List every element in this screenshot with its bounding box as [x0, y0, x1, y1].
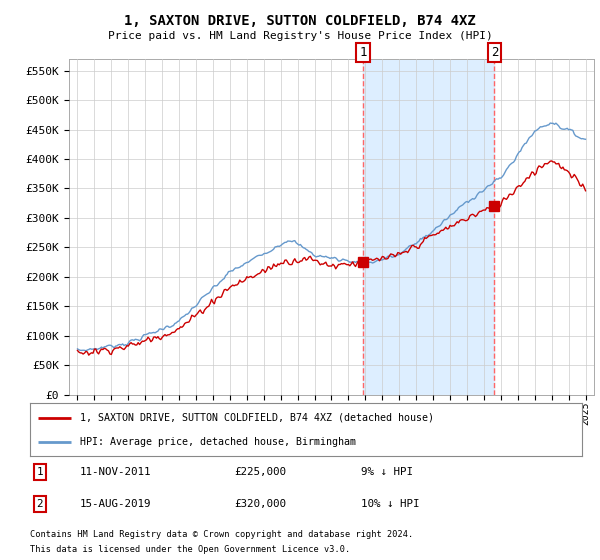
- Text: 1, SAXTON DRIVE, SUTTON COLDFIELD, B74 4XZ (detached house): 1, SAXTON DRIVE, SUTTON COLDFIELD, B74 4…: [80, 413, 434, 423]
- Text: £320,000: £320,000: [234, 500, 286, 509]
- Text: 1: 1: [37, 467, 43, 477]
- Text: Contains HM Land Registry data © Crown copyright and database right 2024.: Contains HM Land Registry data © Crown c…: [30, 530, 413, 539]
- Text: This data is licensed under the Open Government Licence v3.0.: This data is licensed under the Open Gov…: [30, 545, 350, 554]
- Bar: [363, 59, 494, 395]
- Text: 9% ↓ HPI: 9% ↓ HPI: [361, 467, 413, 477]
- Text: 10% ↓ HPI: 10% ↓ HPI: [361, 500, 420, 509]
- Text: 2: 2: [491, 46, 498, 59]
- Text: 2: 2: [37, 500, 43, 509]
- Text: 1: 1: [359, 46, 367, 59]
- Text: 1, SAXTON DRIVE, SUTTON COLDFIELD, B74 4XZ: 1, SAXTON DRIVE, SUTTON COLDFIELD, B74 4…: [124, 14, 476, 28]
- Text: Price paid vs. HM Land Registry's House Price Index (HPI): Price paid vs. HM Land Registry's House …: [107, 31, 493, 41]
- Text: 15-AUG-2019: 15-AUG-2019: [80, 500, 151, 509]
- Text: 11-NOV-2011: 11-NOV-2011: [80, 467, 151, 477]
- Text: HPI: Average price, detached house, Birmingham: HPI: Average price, detached house, Birm…: [80, 437, 356, 447]
- Text: £225,000: £225,000: [234, 467, 286, 477]
